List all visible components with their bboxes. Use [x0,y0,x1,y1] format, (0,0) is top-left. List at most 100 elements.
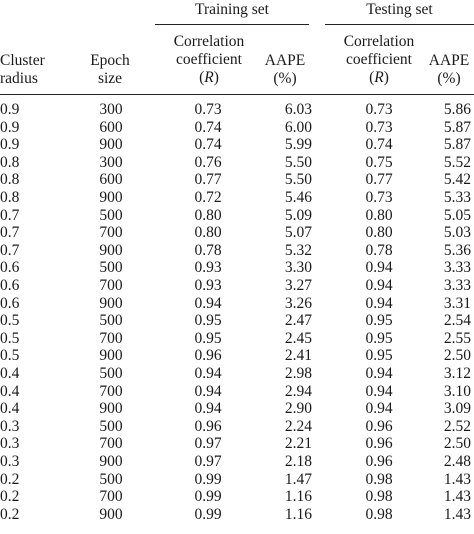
cell-cluster-radius: 0.5 [0,312,20,330]
cell-test-r: 0.77 [365,171,393,189]
cell-train-r: 0.78 [194,241,222,259]
cell-epoch-size: 900 [99,241,123,259]
cell-train-aape: 2.24 [284,417,312,435]
cell-test-r: 0.94 [365,382,393,400]
cell-test-aape: 5.33 [443,189,471,206]
cell-test-aape: 2.52 [443,417,471,435]
header-test-aape-line1: AAPE [428,52,470,69]
header-cluster-radius: Cluster radius [0,52,45,88]
cell-epoch-size: 900 [99,294,123,312]
cell-train-r: 0.99 [194,470,222,488]
cell-train-aape: 2.18 [284,453,312,470]
cell-epoch-size: 300 [99,101,123,118]
cell-epoch-size: 500 [99,206,123,224]
cell-cluster-radius: 0.5 [0,347,20,365]
cell-cluster-radius: 0.6 [0,259,20,277]
cell-cluster-radius: 0.6 [0,294,20,312]
cell-train-aape: 2.47 [284,312,312,330]
cell-test-r: 0.94 [365,400,393,418]
cell-test-r: 0.74 [365,136,393,154]
header-train-correlation-line2: coefficient [176,51,242,68]
header-epoch-size-line1: Epoch [90,52,130,69]
cell-epoch-size: 900 [99,347,123,365]
cell-test-aape: 3.10 [443,382,471,400]
cell-train-aape: 5.50 [284,153,312,171]
cell-cluster-radius: 0.2 [0,470,20,488]
cell-test-aape: 3.31 [443,294,471,312]
cell-epoch-size: 700 [99,435,123,453]
cell-epoch-size: 700 [99,382,123,400]
cell-test-aape: 1.43 [443,470,471,488]
cell-train-r: 0.74 [194,136,222,154]
header-train-correlation: Correlation coefficient (R) [155,33,263,87]
header-cluster-radius-line2: radius [0,70,38,87]
group-header-testing: Testing set [366,1,433,18]
cell-test-aape: 2.50 [443,435,471,453]
cell-train-r: 0.93 [194,277,222,294]
cell-test-aape: 5.52 [443,153,471,171]
cell-train-aape: 5.99 [284,136,312,154]
cell-cluster-radius: 0.5 [0,329,20,347]
header-test-aape: AAPE (%) [424,52,474,88]
cell-train-r: 0.73 [194,101,222,118]
cell-train-r: 0.97 [194,435,222,453]
cell-train-aape: 6.00 [284,118,312,136]
cell-epoch-size: 900 [99,189,123,206]
cell-train-r: 0.99 [194,488,222,506]
cell-test-aape: 5.03 [443,224,471,242]
cell-epoch-size: 500 [99,312,123,330]
cell-train-aape: 5.09 [284,206,312,224]
cell-epoch-size: 500 [99,417,123,435]
cell-train-r: 0.80 [194,206,222,224]
cell-test-r: 0.98 [365,488,393,506]
header-cluster-radius-line1: Cluster [0,52,45,69]
group-header-training: Training set [195,1,269,18]
cell-cluster-radius: 0.8 [0,153,20,171]
cell-test-aape: 3.12 [443,365,471,382]
cell-epoch-size: 900 [99,505,123,523]
cell-epoch-size: 600 [99,118,123,136]
cell-train-r: 0.76 [194,153,222,171]
cell-train-aape: 1.16 [284,488,312,506]
cell-test-aape: 3.33 [443,277,471,294]
cell-test-aape: 2.50 [443,347,471,365]
cell-train-r: 0.96 [194,417,222,435]
cell-epoch-size: 900 [99,400,123,418]
header-test-correlation-line2: coefficient [346,51,412,68]
cell-cluster-radius: 0.9 [0,101,20,118]
cell-cluster-radius: 0.8 [0,171,20,189]
header-epoch-size: Epoch size [86,52,134,88]
cell-epoch-size: 600 [99,171,123,189]
cell-test-r: 0.98 [365,470,393,488]
cell-train-aape: 1.16 [284,505,312,523]
cell-train-r: 0.93 [194,259,222,277]
header-test-aape-line2: (%) [437,70,461,87]
cell-epoch-size: 900 [99,453,123,470]
header-train-correlation-line3: (R) [199,69,219,86]
header-test-correlation: Correlation coefficient (R) [325,33,433,87]
cell-train-r: 0.94 [194,365,222,382]
cell-test-r: 0.73 [365,189,393,206]
cell-train-r: 0.99 [194,505,222,523]
cell-test-aape: 2.55 [443,329,471,347]
cell-epoch-size: 700 [99,277,123,294]
cell-train-aape: 3.27 [284,277,312,294]
cell-cluster-radius: 0.8 [0,189,20,206]
cell-epoch-size: 500 [99,365,123,382]
cell-train-aape: 2.41 [284,347,312,365]
cell-train-aape: 2.98 [284,365,312,382]
cell-epoch-size: 700 [99,329,123,347]
cell-test-r: 0.95 [365,347,393,365]
cell-train-r: 0.72 [194,189,222,206]
cell-cluster-radius: 0.9 [0,118,20,136]
header-epoch-size-line2: size [97,70,123,87]
cell-train-r: 0.97 [194,453,222,470]
cell-train-aape: 5.32 [284,241,312,259]
cell-train-r: 0.95 [194,329,222,347]
cell-train-r: 0.94 [194,382,222,400]
cell-epoch-size: 900 [99,136,123,154]
group-rule-testing [325,24,474,26]
cell-cluster-radius: 0.4 [0,400,20,418]
cell-test-r: 0.95 [365,329,393,347]
cell-train-r: 0.95 [194,312,222,330]
